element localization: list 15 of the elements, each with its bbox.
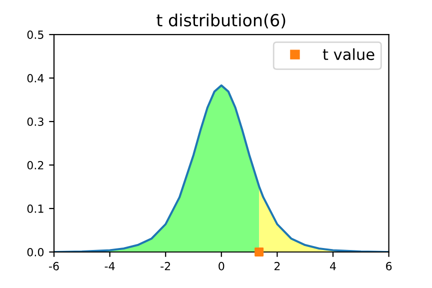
chart-title: t distribution(6)	[156, 14, 286, 28]
y-tick-label: 0.2	[27, 161, 44, 170]
x-tick-label: 2	[274, 262, 280, 270]
x-tick-label: -6	[49, 262, 59, 270]
y-tick-label: 0.1	[27, 204, 44, 213]
x-tick-label: -4	[104, 262, 115, 270]
y-tick-label: 0.5	[27, 30, 44, 39]
x-tick-label: 0	[218, 262, 224, 270]
y-tick-label: 0.3	[27, 118, 44, 126]
y-tick-label: 0.0	[27, 248, 44, 256]
y-tick-label: 0.4	[27, 74, 44, 82]
x-tick-label: -2	[160, 262, 170, 270]
x-tick-label: 4	[330, 262, 336, 270]
legend-label: t value	[322, 48, 374, 60]
x-tick-label: 6	[386, 262, 392, 270]
